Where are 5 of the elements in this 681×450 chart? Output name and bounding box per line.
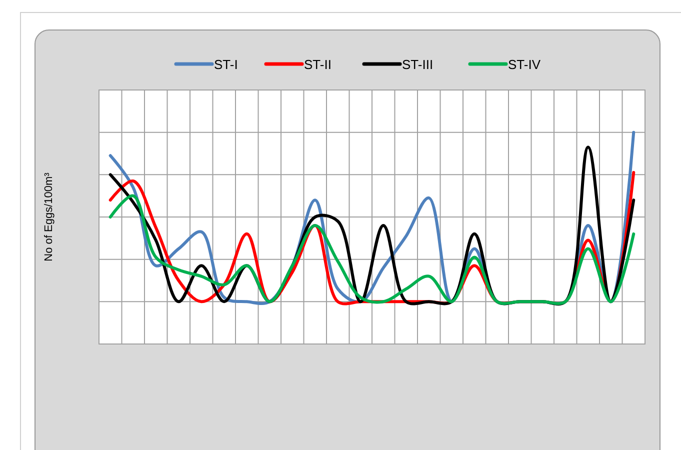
legend-label: ST-IV: [508, 57, 541, 72]
legend-label: ST-II: [304, 57, 332, 72]
legend-label: ST-III: [402, 57, 434, 72]
y-axis-title: No of Eggs/100m³: [43, 172, 55, 262]
legend-label: ST-I: [214, 57, 238, 72]
